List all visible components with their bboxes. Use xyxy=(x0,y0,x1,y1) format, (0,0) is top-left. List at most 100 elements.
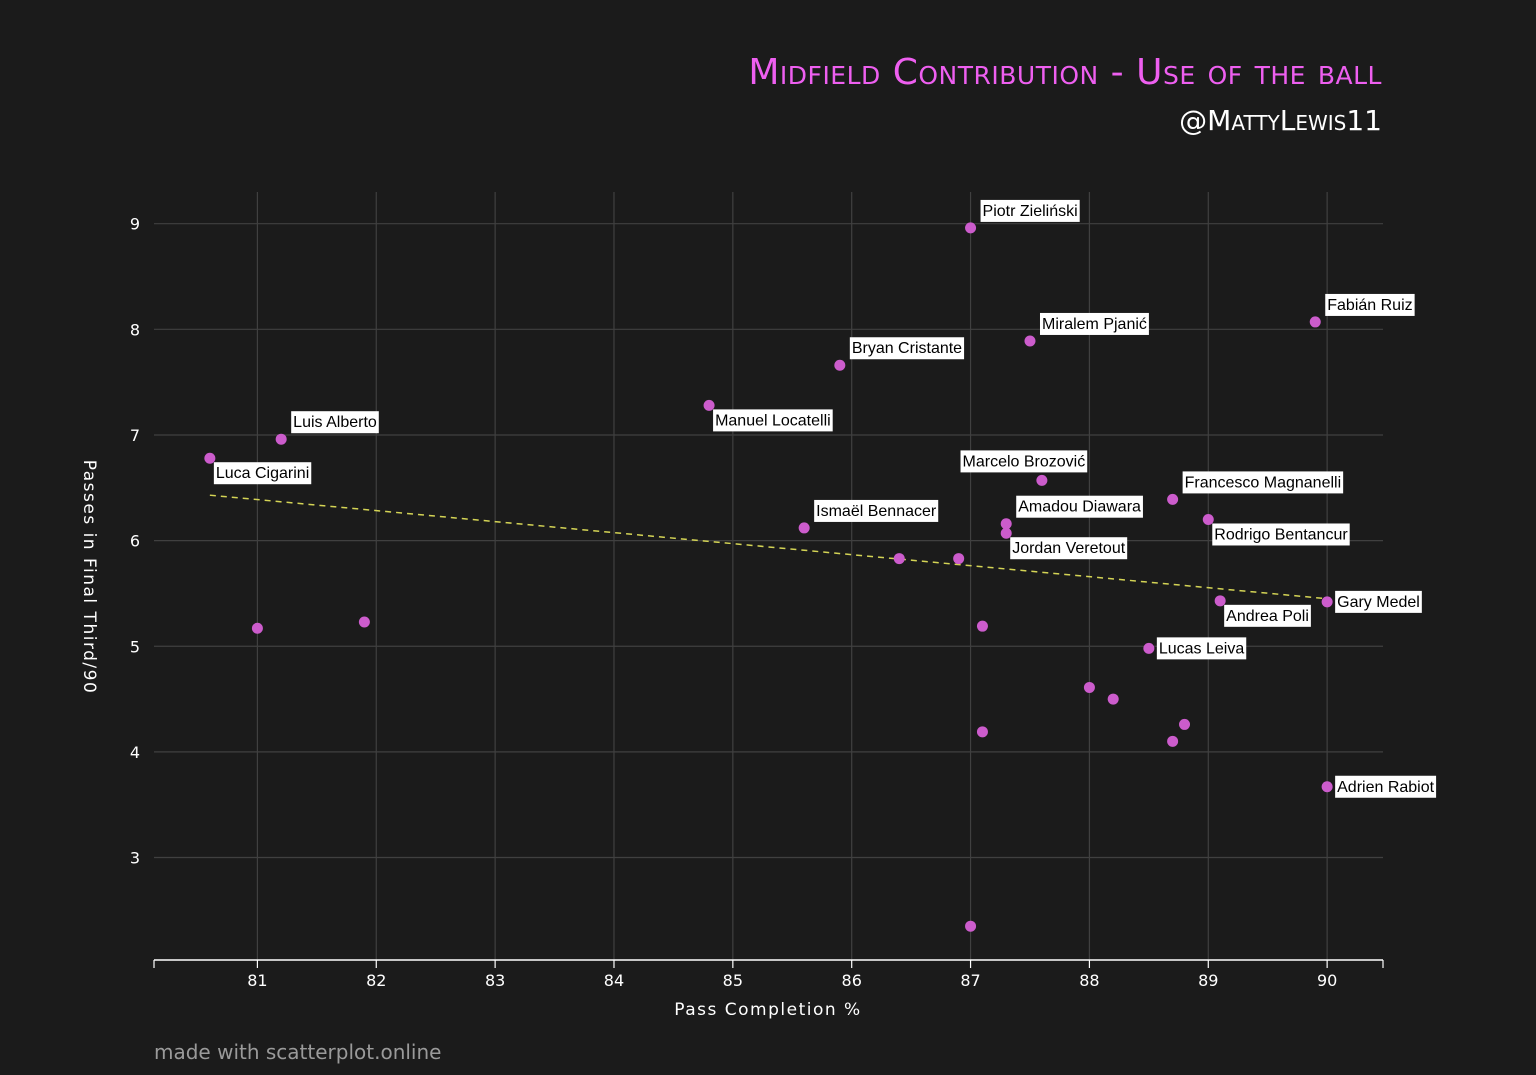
point-label: Amadou Diawara xyxy=(1016,495,1143,518)
point-label: Marcelo Brozović xyxy=(960,450,1088,473)
point-label-text: Bryan Cristante xyxy=(852,340,962,357)
point-label: Adrien Rabiot xyxy=(1335,775,1437,798)
point-label-text: Andrea Poli xyxy=(1226,608,1309,625)
point-label-text: Amadou Diawara xyxy=(1018,499,1141,516)
data-point xyxy=(204,452,216,464)
point-label: Rodrigo Bentancur xyxy=(1212,523,1350,546)
data-point xyxy=(976,620,988,632)
data-point xyxy=(834,359,846,371)
data-point xyxy=(893,553,905,565)
point-label: Piotr Zieliński xyxy=(980,199,1080,222)
data-point xyxy=(1083,681,1095,693)
data-point xyxy=(1024,335,1036,347)
data-point xyxy=(1202,513,1214,525)
point-label-bg xyxy=(213,462,312,485)
point-label: Manuel Locatelli xyxy=(713,409,833,432)
x-tick-label: 88 xyxy=(1079,971,1099,990)
chart-subtitle: @MattyLewis11 xyxy=(1179,104,1382,137)
chart-title: Midfield Contribution - Use of the ball xyxy=(748,52,1382,93)
data-point xyxy=(1309,316,1321,328)
data-point xyxy=(1000,527,1012,539)
point-label-bg xyxy=(1156,637,1247,660)
point-label: Fabián Ruiz xyxy=(1325,293,1415,316)
point-label-bg xyxy=(1325,293,1415,316)
point-label-text: Adrien Rabiot xyxy=(1337,779,1435,796)
point-label-text: Lucas Leiva xyxy=(1159,640,1244,657)
x-axis-title: Pass Completion % xyxy=(674,1000,861,1020)
point-label-text: Ismaël Bennacer xyxy=(816,503,937,520)
data-point xyxy=(976,726,988,738)
trend-layer xyxy=(209,494,1328,600)
point-label-bg xyxy=(849,337,965,360)
point-label: Bryan Cristante xyxy=(849,337,965,360)
data-point xyxy=(1179,718,1191,730)
point-label: Luis Alberto xyxy=(291,411,379,434)
y-tick-label: 6 xyxy=(130,532,140,551)
x-tick-label: 84 xyxy=(604,971,624,990)
point-label-text: Marcelo Brozović xyxy=(963,453,1086,470)
point-label-bg xyxy=(291,411,379,434)
point-label-bg xyxy=(960,450,1088,473)
x-tick-label: 89 xyxy=(1198,971,1218,990)
point-label-bg xyxy=(1010,537,1128,560)
point-label-text: Luca Cigarini xyxy=(216,465,309,482)
point-label-text: Jordan Veretout xyxy=(1012,540,1126,557)
point-label-text: Luis Alberto xyxy=(293,414,377,431)
y-tick-label: 3 xyxy=(130,849,140,868)
y-tick-label: 8 xyxy=(130,320,140,339)
point-label-text: Piotr Zieliński xyxy=(983,203,1078,220)
data-point xyxy=(965,920,977,932)
point-label: Francesco Magnanelli xyxy=(1182,471,1344,494)
data-point xyxy=(1321,781,1333,793)
data-point xyxy=(965,222,977,234)
data-point xyxy=(358,616,370,628)
point-label: Gary Medel xyxy=(1335,590,1422,613)
data-point xyxy=(1000,518,1012,530)
point-label-bg xyxy=(1224,604,1311,627)
point-labels-layer: Piotr Zieliński Fabián Ruiz Miralem Pjanić… xyxy=(213,199,1437,798)
point-label: Jordan Veretout xyxy=(1010,537,1128,560)
x-tick-label: 87 xyxy=(960,971,980,990)
point-label-bg xyxy=(1212,523,1350,546)
point-label-bg xyxy=(980,199,1080,222)
grid-lines xyxy=(154,192,1383,960)
data-point xyxy=(275,433,287,445)
x-tick-label: 85 xyxy=(723,971,743,990)
point-label: Miralem Pjanić xyxy=(1039,312,1149,335)
trend-line xyxy=(209,494,1328,600)
point-label-text: Gary Medel xyxy=(1337,594,1420,611)
x-tick-label: 82 xyxy=(366,971,386,990)
point-label-bg xyxy=(1182,471,1344,494)
data-point xyxy=(1036,474,1048,486)
point-label-text: Francesco Magnanelli xyxy=(1185,474,1342,491)
data-point xyxy=(251,622,263,634)
y-tick-label: 5 xyxy=(130,637,140,656)
y-axis-title: Passes in Final Third/90 xyxy=(79,460,99,695)
data-point xyxy=(1107,693,1119,705)
data-point xyxy=(1321,596,1333,608)
point-label-bg xyxy=(814,499,939,522)
data-point xyxy=(703,399,715,411)
x-tick-label: 90 xyxy=(1317,971,1337,990)
data-point xyxy=(1214,595,1226,607)
point-label-text: Miralem Pjanić xyxy=(1042,316,1147,333)
point-label-text: Rodrigo Bentancur xyxy=(1214,526,1348,543)
point-label-text: Fabián Ruiz xyxy=(1327,297,1412,314)
y-tick-label: 4 xyxy=(130,743,140,762)
x-tick-label: 86 xyxy=(842,971,862,990)
data-point xyxy=(1167,735,1179,747)
point-label-bg xyxy=(1335,775,1437,798)
y-tick-label: 9 xyxy=(130,215,140,234)
point-label: Lucas Leiva xyxy=(1156,637,1247,660)
point-label-bg xyxy=(1335,590,1422,613)
point-label-text: Manuel Locatelli xyxy=(715,412,831,429)
point-label: Ismaël Bennacer xyxy=(814,499,939,522)
point-label: Luca Cigarini xyxy=(213,462,312,485)
points-layer xyxy=(204,222,1333,932)
data-point xyxy=(1143,642,1155,654)
point-label-bg xyxy=(1039,312,1149,335)
data-point xyxy=(1167,493,1179,505)
data-point xyxy=(798,522,810,534)
